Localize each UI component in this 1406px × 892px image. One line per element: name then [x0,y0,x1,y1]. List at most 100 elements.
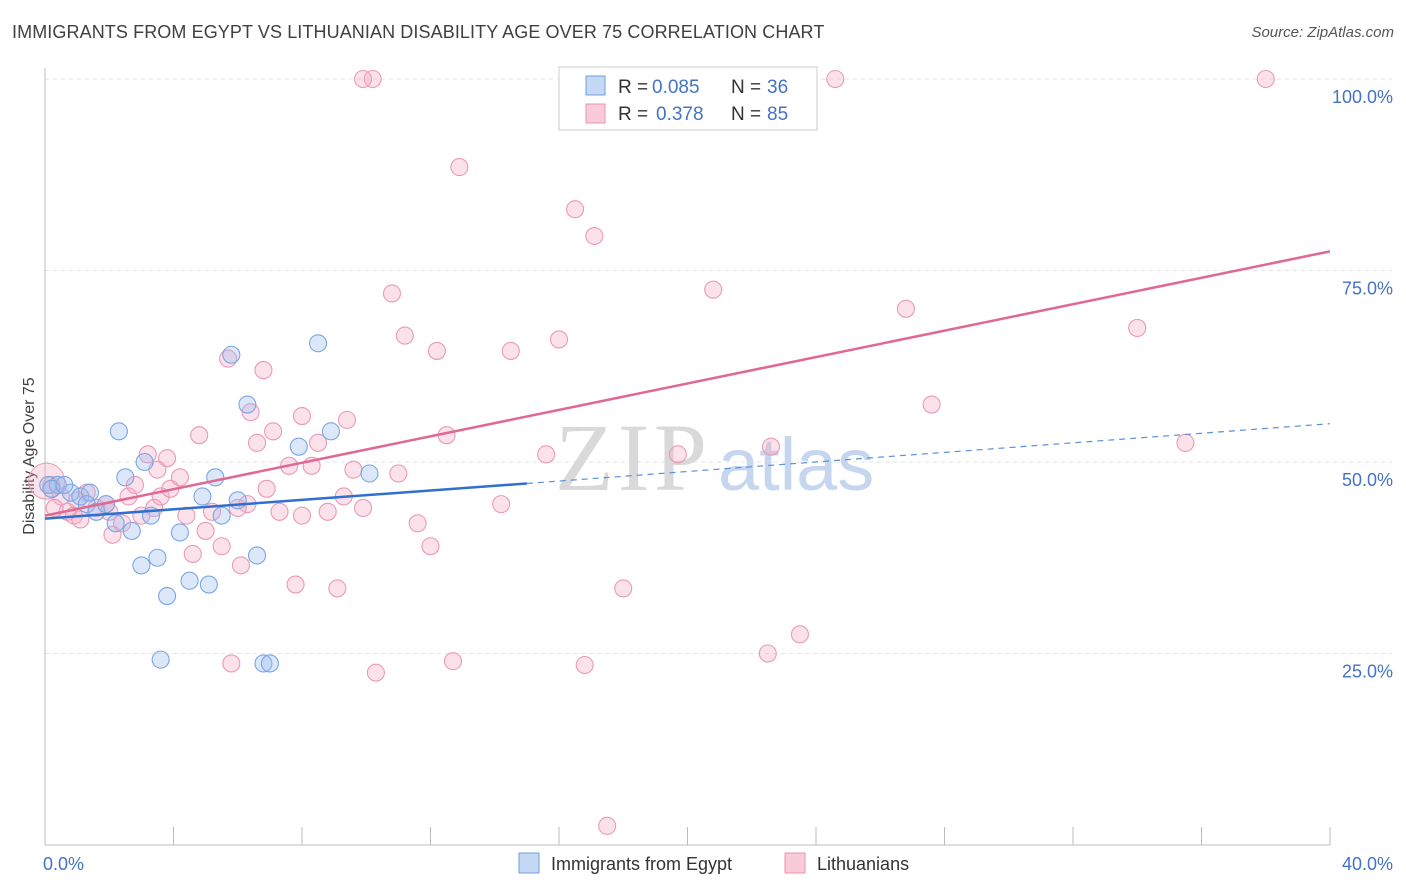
lithuanian-point [286,575,305,594]
egypt-point [206,468,225,487]
x-tick-labels: 0.0% 40.0% [43,854,1393,874]
lithuanian-point [761,437,781,456]
lithuanian-point [125,475,144,495]
lithuanian-point [309,433,328,452]
egypt-point [193,487,212,506]
lithuanian-point [421,537,440,556]
egypt-point [321,422,340,441]
lithuanian-point [170,468,189,487]
egypt-point [132,556,151,575]
source-label: Source: ZipAtlas.com [1251,24,1394,41]
watermark-atlas: atlas [718,423,874,506]
bottom-legend-label-lithuanian: Lithuanians [817,854,909,874]
lithuanian-point [212,537,231,556]
x-tick-label: 40.0% [1342,854,1393,874]
egypt-point [158,586,177,606]
egypt-point [238,395,257,414]
lithuanian-point [264,422,283,441]
legend-n-value-lithuanian: 85 [767,104,788,125]
bottom-legend-label-egypt: Immigrants from Egypt [551,854,732,874]
lithuanian-point [443,652,463,671]
axes [44,68,1331,846]
lithuanian-point [896,299,916,318]
lithuanian-point [790,625,809,644]
lithuanian-point [113,514,132,533]
egypt-point [360,464,379,483]
egypt-trend-dashed [526,423,1331,485]
lithuanian-point [575,655,594,675]
lithuanian-point [257,479,276,498]
lithuanian-point [566,200,585,219]
egypt-point [122,521,141,540]
lithuanian-point [450,158,469,177]
lithuanian-point [382,284,402,303]
lithuanian-point [344,460,363,479]
lithuanian-point [353,498,373,518]
legend-n-value-egypt: 36 [767,77,788,98]
egypt-point [109,422,128,441]
lithuanian-trend [44,250,1331,517]
egypt-point [55,475,74,495]
y-tick-label: 25.0% [1342,662,1393,682]
egypt-point [212,506,231,525]
legend-n-label-lithuanian: N = [731,104,761,125]
lithuanian-point [183,544,202,563]
lithuanian-point [668,445,687,464]
lithuanian-point [585,226,604,246]
bottom-legend-swatch-egypt [518,852,540,874]
legend-r-value-egypt: 0.085 [652,77,700,98]
lithuanian-point [71,510,90,529]
lithuanian-point [254,361,273,380]
egypt-point [170,523,189,542]
watermark-zip: ZIP [555,404,711,511]
y-tick-label: 75.0% [1342,279,1393,299]
lithuanian-point [922,395,941,414]
watermark: ZIP atlas [555,404,874,511]
lithuanian-point [389,464,408,483]
lithuanian-point [1176,433,1195,452]
legend-r-label-lithuanian: R = [618,104,648,125]
egypt-point [222,345,241,364]
legend-swatch-lithuanian [585,103,606,124]
lithuanian-point [1256,69,1275,89]
egypt-point [135,452,154,472]
lithuanian-point [614,579,633,598]
egypt-point [151,650,170,669]
lithuanian-point [1128,318,1147,338]
egypt-point [309,334,328,353]
lithuanian-point [537,445,556,464]
lithuanian-point [318,502,337,521]
egypt-point [80,483,100,502]
egypt-point [289,437,308,456]
lithuanian-point [704,280,723,299]
egypt-point [260,654,279,673]
egypt-point [106,514,125,533]
lithuanian-point [292,406,312,426]
lithuanian-point [196,521,215,540]
lithuanian-point [826,69,845,89]
lithuanian-point [598,816,617,835]
egypt-point [61,483,80,502]
legend-r-value-lithuanian: 0.378 [656,104,704,125]
egypt-point [254,654,273,673]
lithuanian-point [363,69,382,89]
egypt-point [148,548,167,567]
egypt-trend-solid [44,482,527,520]
chart-title: IMMIGRANTS FROM EGYPT VS LITHUANIAN DISA… [12,22,825,42]
y-tick-label: 50.0% [1342,470,1393,490]
lithuanian-point [270,502,289,521]
lithuanian-point [427,341,446,360]
egypt-point [199,575,218,594]
legend-r-label-egypt: R = [618,77,648,98]
lithuanian-point [395,326,414,345]
lithuanian-point [292,506,312,525]
egypt-point [116,468,135,487]
trend-lines [44,250,1331,520]
lithuanian-point [231,556,251,575]
legend-swatch-egypt [585,75,606,96]
lithuanian-point [328,579,347,598]
lithuanian-point [408,514,427,533]
y-tick-label: 100.0% [1332,87,1393,107]
lithuanian-point [492,495,511,514]
